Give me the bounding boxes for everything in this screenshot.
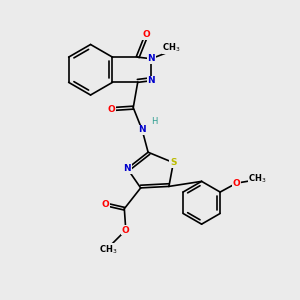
Text: CH$_3$: CH$_3$ [248, 172, 267, 185]
Text: H: H [152, 117, 158, 126]
Text: N: N [138, 125, 146, 134]
Text: O: O [232, 178, 240, 188]
Text: O: O [122, 226, 130, 235]
Text: CH$_3$: CH$_3$ [99, 244, 117, 256]
Text: N: N [147, 54, 155, 63]
Text: S: S [170, 158, 177, 167]
Text: O: O [107, 105, 115, 114]
Text: O: O [143, 30, 151, 39]
Text: O: O [101, 200, 109, 209]
Text: N: N [147, 76, 155, 85]
Text: N: N [124, 164, 131, 173]
Text: CH$_3$: CH$_3$ [162, 41, 181, 54]
